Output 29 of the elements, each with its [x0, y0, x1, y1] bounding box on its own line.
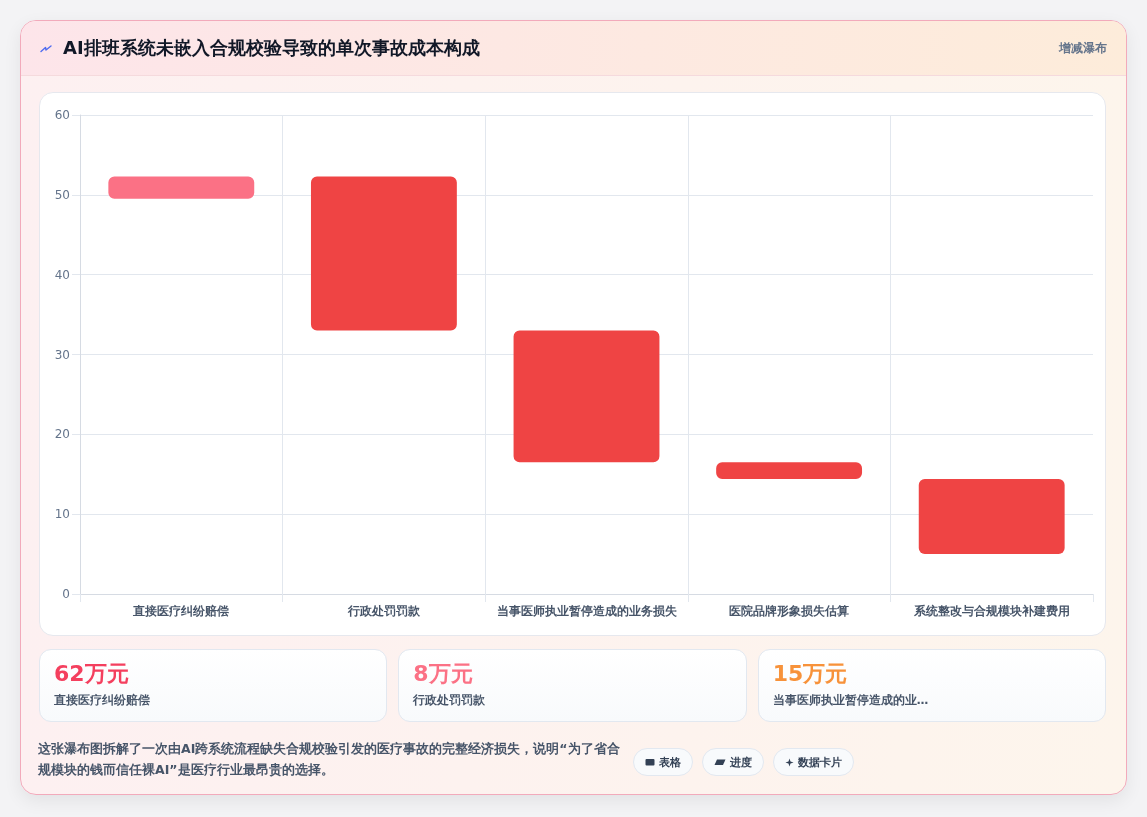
table-button[interactable]: 表格 — [633, 748, 693, 776]
x-tick-label: 医院品牌形象损失估算 — [729, 604, 850, 618]
chart-title: AI排班系统未嵌入合规校验导致的单次事故成本构成 — [63, 36, 480, 60]
text: 这张瀑布图拆解了一次由AI跨系统流程缺失合规校验引发的医疗事故的完整经济损失，说明“为了省合规模块的钱而信任裸AI”是医疗行业最昂贵的选择。 — [38, 740, 621, 779]
text: 8万元 — [413, 661, 473, 686]
y-tick-label: 20 — [54, 427, 70, 442]
progress-button[interactable]: 进度 — [702, 748, 764, 776]
bar — [310, 176, 457, 331]
bar — [918, 479, 1065, 555]
category-label: 当事医师执业暂停造成的业… — [772, 692, 930, 709]
y-tick-label: 10 — [54, 507, 70, 522]
chart-subtitle: 增减瀑布 — [1059, 40, 1107, 56]
data-card-button[interactable]: 数据卡片 — [773, 748, 854, 776]
text: 62万元 — [54, 661, 129, 686]
bar — [108, 176, 255, 199]
bar — [716, 462, 863, 480]
bar — [513, 330, 660, 463]
y-tick-label: 30 — [54, 347, 70, 362]
y-tick-label: 50 — [54, 187, 70, 202]
y-tick-label: 40 — [54, 267, 70, 282]
x-tick-label: 直接医疗纠纷赔偿 — [132, 604, 230, 618]
y-tick-label: 0 — [62, 587, 70, 601]
y-tick-label: 60 — [54, 108, 70, 122]
x-tick-label: 系统整改与合规模块补建费用 — [912, 604, 1070, 618]
category-label: 直接医疗纠纷赔偿 — [54, 692, 151, 709]
text: 15万元 — [772, 661, 848, 686]
category-label: 行政处罚罚款 — [413, 692, 487, 709]
x-tick-label: 当事医师执业暂停造成的业务损失 — [496, 604, 678, 618]
x-tick-label: 行政处罚罚款 — [346, 604, 421, 618]
